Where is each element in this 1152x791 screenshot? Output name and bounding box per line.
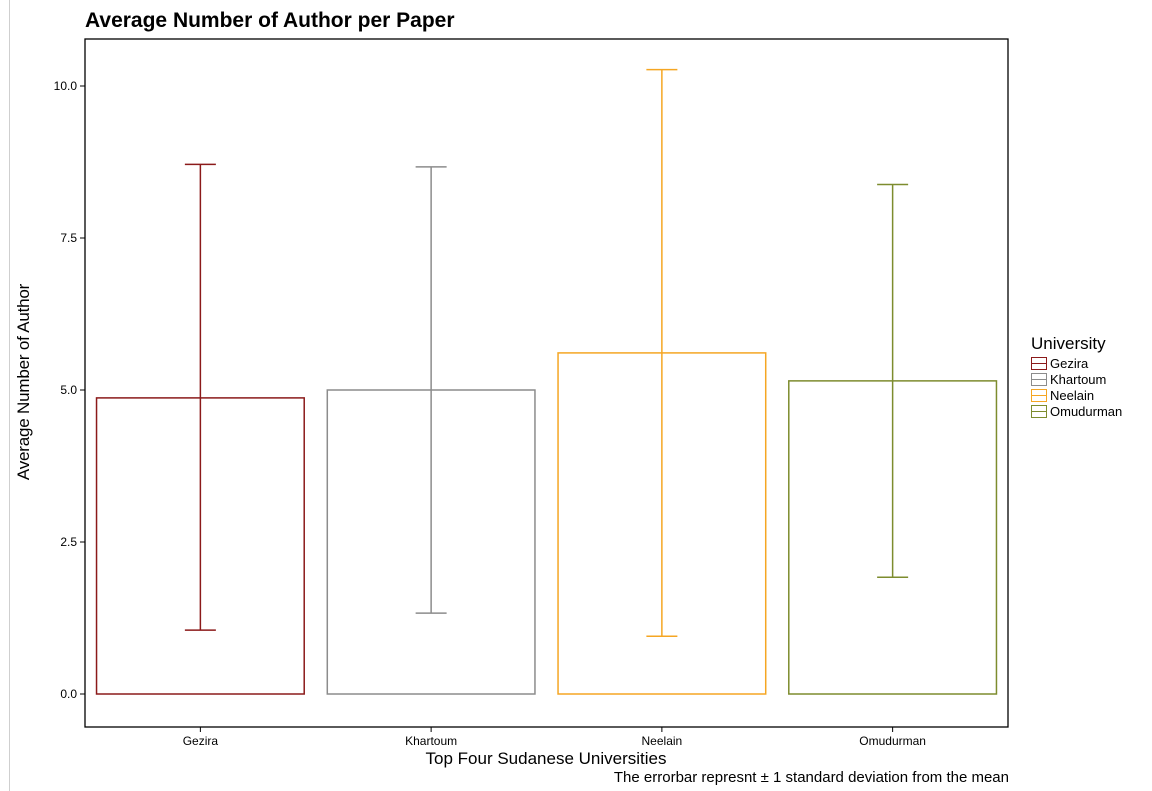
legend-title: University bbox=[1031, 334, 1106, 353]
figure-left-edge bbox=[9, 0, 10, 791]
legend-key-omudurman bbox=[1031, 404, 1047, 418]
y-tick-label: 10.0 bbox=[54, 79, 78, 93]
x-tick-label-khartoum: Khartoum bbox=[405, 734, 457, 748]
legend-item-khartoum: Khartoum bbox=[1031, 371, 1122, 387]
x-tick-label-neelain: Neelain bbox=[642, 734, 683, 748]
legend: University Gezira Khartoum Neelain Omudu… bbox=[1031, 334, 1122, 419]
legend-key-neelain bbox=[1031, 388, 1047, 402]
chart-title: Average Number of Author per Paper bbox=[85, 9, 455, 32]
legend-item-omudurman: Omudurman bbox=[1031, 403, 1122, 419]
legend-label-neelain: Neelain bbox=[1050, 387, 1095, 403]
y-tick-label: 2.5 bbox=[60, 535, 77, 549]
x-tick-label-gezira: Gezira bbox=[183, 734, 219, 748]
x-tick-label-omudurman: Omudurman bbox=[859, 734, 926, 748]
legend-label-gezira: Gezira bbox=[1050, 355, 1089, 371]
chart-caption: The errorbar represnt ± 1 standard devia… bbox=[613, 769, 1009, 786]
legend-label-omudurman: Omudurman bbox=[1050, 403, 1123, 419]
legend-item-gezira: Gezira bbox=[1031, 355, 1122, 371]
x-axis-label: Top Four Sudanese Universities bbox=[425, 749, 667, 768]
y-tick-label: 5.0 bbox=[60, 383, 77, 397]
y-tick-label: 0.0 bbox=[60, 687, 77, 701]
y-axis-label: Average Number of Author bbox=[14, 283, 33, 481]
plot-panel-border bbox=[84, 38, 1009, 728]
legend-key-khartoum bbox=[1031, 372, 1047, 386]
legend-label-khartoum: Khartoum bbox=[1050, 371, 1107, 387]
y-tick-label: 7.5 bbox=[60, 231, 77, 245]
legend-item-neelain: Neelain bbox=[1031, 387, 1122, 403]
legend-key-gezira bbox=[1031, 356, 1047, 370]
